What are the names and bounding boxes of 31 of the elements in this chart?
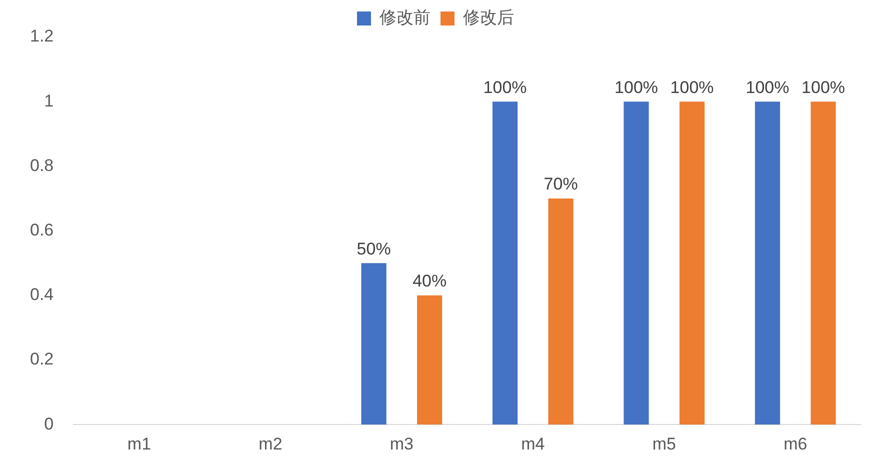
data-label: 100% [614, 78, 658, 97]
bar [492, 102, 518, 425]
bar [361, 263, 386, 425]
data-label: 50% [356, 239, 391, 258]
data-label: 70% [544, 174, 578, 194]
y-tick-label: 0.6 [30, 220, 54, 240]
data-label: 40% [412, 272, 447, 291]
y-tick-label: 0 [44, 414, 54, 434]
data-label: 100% [746, 78, 790, 97]
legend-label: 修改后 [463, 8, 514, 28]
y-tick-label: 0.2 [30, 350, 54, 369]
x-tick-label: m4 [521, 434, 545, 454]
y-tick-label: 1 [44, 91, 54, 110]
x-tick-label: m6 [784, 434, 808, 454]
x-tick-label: m3 [390, 434, 414, 454]
x-tick-label: m2 [258, 434, 282, 454]
bar [810, 102, 836, 425]
y-tick-label: 0.8 [30, 156, 54, 175]
bar [548, 198, 574, 425]
legend-label: 修改前 [380, 8, 430, 28]
x-tick-label: m5 [652, 434, 676, 454]
y-tick-label: 0.4 [30, 285, 54, 304]
data-label: 100% [483, 78, 527, 97]
y-tick-label: 1.2 [30, 26, 54, 46]
bar [679, 102, 705, 425]
data-label: 100% [670, 78, 714, 97]
bar [754, 102, 780, 425]
bar [624, 102, 649, 425]
x-tick-label: m1 [127, 434, 152, 454]
data-label: 100% [802, 78, 846, 97]
bar [417, 295, 442, 425]
